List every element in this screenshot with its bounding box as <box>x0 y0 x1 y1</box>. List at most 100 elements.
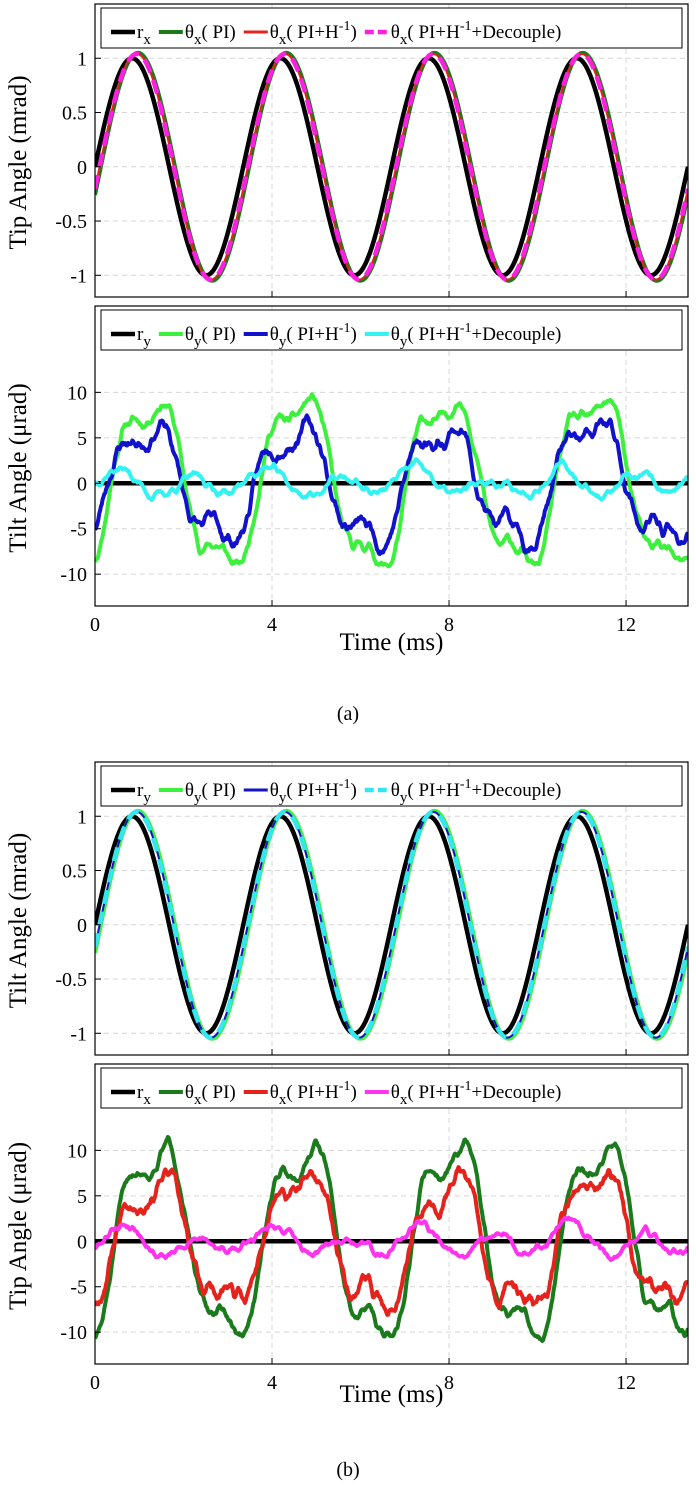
series-group <box>95 808 688 1041</box>
series-group <box>95 392 688 569</box>
legend-item-pih: θy( PI+H-1) <box>243 777 357 806</box>
legend-label: θy( PI+H-1+Decouple) <box>391 321 562 350</box>
y-tick-label: 1 <box>77 806 87 828</box>
legend-item-dec: θy( PI+H-1+Decouple) <box>364 777 562 806</box>
series-line-dec <box>95 809 688 1040</box>
series-line-dec <box>95 1215 688 1263</box>
series-line-ref <box>95 814 688 1036</box>
legend-item-dec: θx( PI+H-1+Decouple) <box>364 19 562 48</box>
legend-item-pih: θx( PI+H-1) <box>243 1079 357 1108</box>
legend: ry θy( PI) θy( PI+H-1) θy( PI+H-1+Decouple) <box>100 309 683 351</box>
legend-label: θx( PI) <box>185 22 236 48</box>
legend-box <box>100 765 683 807</box>
legend-item-dec: θy( PI+H-1+Decouple) <box>364 321 562 350</box>
y-tick-label: -5 <box>70 519 87 541</box>
y-tick-label: -1 <box>70 265 87 287</box>
x-tick-label: 8 <box>444 614 454 636</box>
caption-a: (a) <box>337 703 359 725</box>
legend-label: θy( PI+H-1) <box>270 777 357 806</box>
series-line-dec <box>95 51 688 282</box>
axes-frame <box>94 1063 689 1365</box>
legend-label: θx( PI+H-1) <box>270 19 357 48</box>
y-tick-label: 5 <box>77 1186 87 1208</box>
chart-a-bottom: 10 5 0 -5 -10 0 4 8 12 Tilt Angle (μrad) Time (ms)… <box>5 305 689 656</box>
legend-label: rx <box>137 22 151 48</box>
legend-item-ref: ry <box>111 780 151 806</box>
chart-a-top: 1 0.5 0 -0.5 -1 Tip Angle (mrad) rx θx( PI) θx( … <box>5 3 689 298</box>
legend-label: rx <box>137 1082 151 1108</box>
axes-frame <box>94 305 689 607</box>
series-line-pi <box>95 392 688 569</box>
legend-item-ref: rx <box>111 1082 151 1108</box>
legend-item-ref: rx <box>111 22 151 48</box>
caption-b: (b) <box>336 1459 359 1481</box>
legend-label: θy( PI) <box>185 324 236 350</box>
x-axis-label: Time (ms) <box>340 629 444 656</box>
legend-item-pi: θy( PI) <box>158 780 236 806</box>
series-line-ref <box>95 56 688 278</box>
y-tick-label: 10 <box>67 382 87 404</box>
y-tick-label: 0.5 <box>62 103 87 125</box>
legend: rx θx( PI) θx( PI+H-1) θx( PI+H-1+Decouple) <box>100 1067 683 1109</box>
legend-label: θy( PI) <box>185 780 236 806</box>
legend-label: θx( PI+H-1+Decouple) <box>391 19 562 48</box>
y-tick-label: 0 <box>77 473 87 495</box>
x-tick-label: 0 <box>90 1372 100 1394</box>
legend-label: θy( PI+H-1+Decouple) <box>391 777 562 806</box>
y-tick-label: 10 <box>67 1140 87 1162</box>
y-axis-label: Tip Angle (mrad) <box>5 75 32 249</box>
y-tick-label: 0.5 <box>62 861 87 883</box>
legend-box <box>100 309 683 351</box>
y-tick-label: 0 <box>77 915 87 937</box>
y-axis-label: Tilt Angle (mrad) <box>5 833 32 1008</box>
axes-frame <box>94 761 689 1056</box>
y-tick-label: -10 <box>60 564 87 586</box>
legend-label: ry <box>137 780 151 806</box>
series-line-pih <box>95 413 688 557</box>
x-tick-label: 0 <box>90 614 100 636</box>
series-line-pih <box>95 1165 688 1317</box>
legend-label: θy( PI+H-1) <box>270 321 357 350</box>
legend-label: θx( PI) <box>185 1082 236 1108</box>
legend-label: θx( PI+H-1+Decouple) <box>391 1079 562 1108</box>
legend-item-pi: θy( PI) <box>158 324 236 350</box>
chart-b-top: 1 0.5 0 -0.5 -1 Tilt Angle (mrad) ry θy( PI) θy(… <box>5 761 689 1056</box>
legend-box <box>100 1067 683 1109</box>
legend-label: ry <box>137 324 151 350</box>
x-tick-label: 4 <box>267 1372 277 1394</box>
legend-item-pih: θx( PI+H-1) <box>243 19 357 48</box>
legend-item-pi: θx( PI) <box>158 1082 236 1108</box>
legend: ry θy( PI) θy( PI+H-1) θy( PI+H-1+Decouple) <box>100 765 683 807</box>
legend: rx θx( PI) θx( PI+H-1) θx( PI+H-1+Decouple) <box>100 7 683 49</box>
y-axis-label: Tip Angle (μrad) <box>5 1142 32 1310</box>
legend-box <box>100 7 683 49</box>
x-tick-label: 12 <box>616 1372 636 1394</box>
axes-frame <box>94 3 689 298</box>
y-tick-label: 1 <box>77 48 87 70</box>
series-line-pi <box>95 1134 688 1343</box>
y-tick-label: -10 <box>60 1322 87 1344</box>
y-tick-label: 5 <box>77 428 87 450</box>
x-axis-label: Time (ms) <box>340 1381 444 1408</box>
y-tick-label: -0.5 <box>55 211 87 233</box>
x-tick-label: 4 <box>267 614 277 636</box>
x-tick-label: 8 <box>444 1372 454 1394</box>
y-axis-label: Tilt Angle (μrad) <box>5 383 32 552</box>
legend-item-ref: ry <box>111 324 151 350</box>
y-tick-label: 0 <box>77 1231 87 1253</box>
series-group <box>95 50 688 283</box>
y-tick-label: 0 <box>77 157 87 179</box>
y-tick-label: -1 <box>70 1023 87 1045</box>
legend-item-pih: θy( PI+H-1) <box>243 321 357 350</box>
y-tick-label: -0.5 <box>55 969 87 991</box>
legend-item-pi: θx( PI) <box>158 22 236 48</box>
legend-label: θx( PI+H-1) <box>270 1079 357 1108</box>
y-tick-label: -5 <box>70 1277 87 1299</box>
series-line-dec <box>95 457 688 502</box>
series-group <box>95 1134 688 1343</box>
chart-b-bottom: 10 5 0 -5 -10 0 4 8 12 Tip Angle (μrad) Time (ms) r… <box>5 1063 689 1408</box>
legend-item-dec: θx( PI+H-1+Decouple) <box>364 1079 562 1108</box>
x-tick-label: 12 <box>616 614 636 636</box>
